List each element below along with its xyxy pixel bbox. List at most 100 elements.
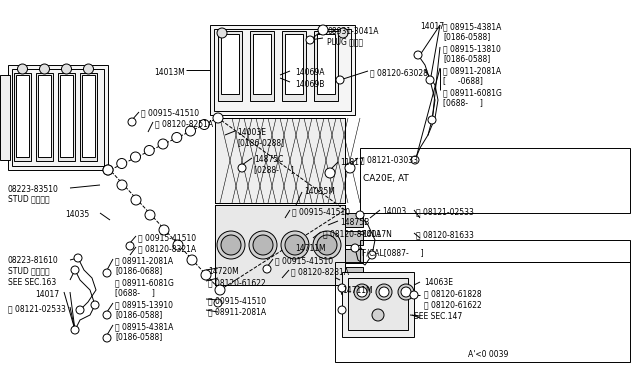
Circle shape — [145, 210, 155, 220]
Text: Ⓗ 08911-2081A: Ⓗ 08911-2081A — [208, 307, 266, 316]
Bar — [14, 73, 31, 161]
Polygon shape — [215, 118, 345, 203]
Circle shape — [17, 64, 28, 74]
Bar — [345, 231, 363, 245]
Bar — [60, 75, 73, 157]
Circle shape — [249, 231, 277, 259]
Circle shape — [186, 126, 195, 136]
Text: 14017: 14017 — [420, 22, 444, 31]
Bar — [285, 34, 303, 94]
Text: 14035M: 14035M — [304, 187, 335, 196]
Bar — [335, 262, 630, 362]
Text: 08223-81610: 08223-81610 — [8, 256, 59, 265]
Text: Ⓗ 00915-41510: Ⓗ 00915-41510 — [138, 233, 196, 242]
Circle shape — [281, 231, 309, 259]
Text: 14017: 14017 — [35, 290, 59, 299]
Text: SEE SEC.163: SEE SEC.163 — [8, 278, 56, 287]
Text: Ⓑ 08121-02533: Ⓑ 08121-02533 — [8, 304, 66, 313]
Text: 14711M: 14711M — [342, 286, 372, 295]
Circle shape — [214, 299, 222, 307]
Text: 08223-83510: 08223-83510 — [8, 185, 59, 194]
Text: [0186-0588]: [0186-0588] — [443, 32, 490, 41]
Text: 14720M: 14720M — [208, 267, 239, 276]
Circle shape — [71, 326, 79, 334]
Circle shape — [116, 158, 127, 169]
Circle shape — [71, 266, 79, 274]
Circle shape — [40, 64, 49, 74]
Text: 14035: 14035 — [65, 210, 89, 219]
Bar — [345, 267, 363, 281]
Text: Ⓗ 08911-2081A: Ⓗ 08911-2081A — [115, 256, 173, 265]
Bar — [12, 69, 104, 166]
Bar — [82, 75, 95, 157]
Text: [0186-0688]: [0186-0688] — [115, 266, 163, 275]
Circle shape — [398, 284, 414, 300]
Bar — [36, 73, 53, 161]
Text: PLUG プラグ: PLUG プラグ — [327, 37, 363, 46]
Circle shape — [356, 211, 364, 219]
Text: STUD スタッド: STUD スタッド — [8, 266, 50, 275]
Text: 14003: 14003 — [382, 207, 406, 216]
Circle shape — [318, 25, 328, 35]
Circle shape — [285, 235, 305, 255]
Circle shape — [199, 119, 209, 129]
Circle shape — [368, 251, 376, 259]
Bar — [250, 31, 274, 101]
Circle shape — [144, 145, 154, 155]
Circle shape — [238, 164, 246, 172]
Circle shape — [336, 76, 344, 84]
Circle shape — [325, 168, 335, 178]
Text: Ⓑ 08120-81633: Ⓑ 08120-81633 — [416, 230, 474, 239]
Circle shape — [172, 132, 182, 142]
Circle shape — [83, 64, 93, 74]
Circle shape — [414, 51, 422, 59]
Circle shape — [187, 255, 197, 265]
Text: Ⓑ 08120-61828: Ⓑ 08120-61828 — [424, 289, 482, 298]
Text: Ⓑ 08121-02533: Ⓑ 08121-02533 — [416, 207, 474, 216]
Text: F/CAL[0887-     ]: F/CAL[0887- ] — [362, 248, 424, 257]
Bar — [16, 75, 29, 157]
Circle shape — [338, 284, 346, 292]
Bar — [0, 75, 10, 160]
Circle shape — [263, 265, 271, 273]
Text: 14013M: 14013M — [154, 68, 185, 77]
Text: [0288-     ]: [0288- ] — [254, 165, 294, 174]
Polygon shape — [215, 205, 345, 285]
Circle shape — [103, 165, 113, 175]
Circle shape — [213, 113, 223, 123]
Text: 14003E: 14003E — [237, 128, 266, 137]
Circle shape — [351, 244, 359, 252]
Bar — [345, 249, 363, 263]
Circle shape — [159, 225, 169, 235]
Text: 14711M: 14711M — [295, 244, 326, 253]
Text: 14017N: 14017N — [362, 230, 392, 239]
Circle shape — [158, 139, 168, 149]
Bar — [214, 29, 351, 111]
Bar — [342, 272, 414, 337]
Circle shape — [103, 269, 111, 277]
Circle shape — [91, 301, 99, 309]
Text: [     -0688]: [ -0688] — [443, 76, 483, 85]
Bar — [282, 31, 306, 101]
Circle shape — [357, 287, 367, 297]
Circle shape — [426, 76, 434, 84]
Circle shape — [428, 116, 436, 124]
Text: 11817: 11817 — [340, 158, 364, 167]
Text: [0186-0588]: [0186-0588] — [115, 310, 163, 319]
Circle shape — [201, 270, 211, 280]
Bar — [345, 213, 363, 227]
Bar — [253, 34, 271, 94]
Bar — [314, 31, 338, 101]
Bar — [221, 34, 239, 94]
Text: [0186-0588]: [0186-0588] — [115, 332, 163, 341]
Text: Ⓗ 08911-6081G: Ⓗ 08911-6081G — [443, 88, 502, 97]
Circle shape — [401, 287, 411, 297]
Text: [0186-0588]: [0186-0588] — [443, 54, 490, 63]
Bar — [348, 278, 408, 330]
Text: Ⓑ 08120-61622: Ⓑ 08120-61622 — [208, 278, 266, 287]
Bar — [218, 31, 242, 101]
Text: SEE SEC.147: SEE SEC.147 — [414, 312, 462, 321]
Circle shape — [313, 231, 341, 259]
Text: Ⓑ 08120-8701A: Ⓑ 08120-8701A — [323, 229, 381, 238]
Text: Ⓥ 00915-41510: Ⓥ 00915-41510 — [275, 256, 333, 265]
